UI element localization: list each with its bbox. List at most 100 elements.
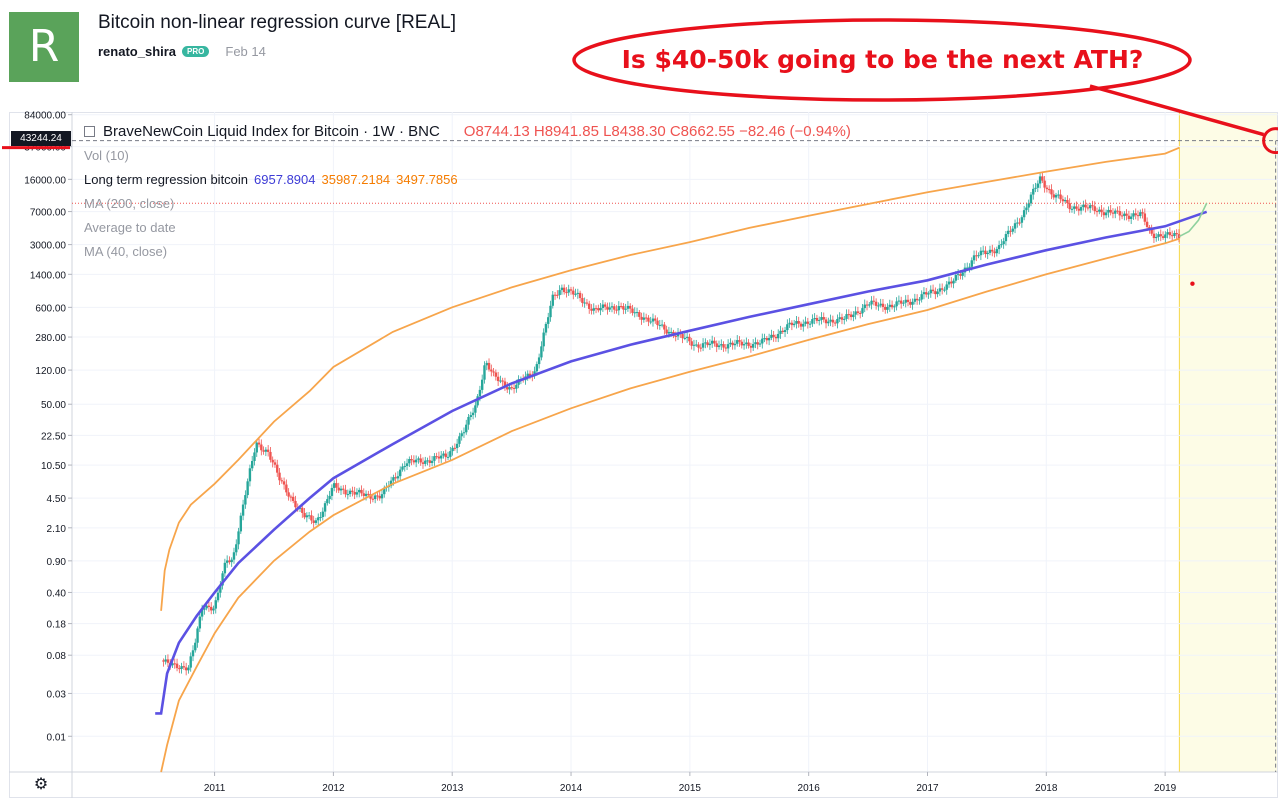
candle-body — [761, 338, 764, 344]
candle-body — [444, 453, 447, 458]
candle-body — [574, 293, 577, 295]
candle-body — [988, 249, 992, 253]
candle-body — [1077, 208, 1080, 211]
idea-title: Bitcoin non-linear regression curve [REA… — [98, 12, 457, 33]
candle-body — [936, 291, 939, 295]
candle-body — [1047, 189, 1051, 191]
x-tick-label: 2011 — [204, 783, 226, 794]
legend-regression[interactable]: Long term regression bitcoin 6957.8904 359… — [84, 171, 851, 195]
candle-body — [765, 338, 769, 341]
x-tick-label: 2017 — [916, 783, 939, 794]
candle-body — [970, 260, 973, 267]
candle-body — [437, 456, 441, 459]
candle-body — [330, 487, 334, 496]
legend-average[interactable]: Average to date — [84, 220, 176, 235]
regression-value-1: 6957.8904 — [254, 172, 316, 187]
candle-body — [772, 334, 775, 337]
callout-ellipse — [572, 18, 1192, 102]
candle-body — [401, 466, 404, 470]
candle-body — [362, 493, 365, 496]
candle-body — [899, 300, 903, 304]
candle-body — [870, 300, 873, 305]
candle-body — [922, 292, 926, 295]
candle-body — [1141, 212, 1144, 214]
candle-body — [651, 318, 655, 322]
candle-body — [453, 447, 457, 449]
candle-body — [1095, 211, 1099, 213]
candle-body — [904, 299, 907, 303]
lower-band-line — [160, 237, 1180, 773]
candle-body — [1084, 204, 1087, 208]
candle-body — [246, 481, 249, 496]
candle-body — [833, 322, 837, 324]
y-tick-label: 0.18 — [47, 620, 67, 631]
ohlc-high: H8941.85 — [533, 123, 599, 140]
candle-body — [223, 562, 227, 574]
author-name[interactable]: renato_shira — [98, 44, 177, 59]
candle-body — [355, 492, 359, 495]
candle-body — [601, 304, 605, 308]
candle-body — [200, 609, 204, 617]
candle-body — [305, 515, 309, 518]
candle-body — [767, 337, 771, 341]
candle-body — [235, 544, 238, 553]
candle-body — [1082, 204, 1085, 208]
candle-body — [273, 462, 277, 465]
candle-body — [786, 324, 789, 331]
candle-body — [966, 267, 969, 269]
candle-body — [383, 487, 386, 495]
symbol-title[interactable]: BraveNewCoin Liquid Index for Bitcoin · … — [103, 123, 440, 140]
candle-body — [1070, 208, 1074, 210]
candle-body — [915, 298, 919, 301]
candle-body — [212, 608, 215, 611]
candle-body — [378, 495, 381, 499]
ohlc-change: −82.46 (−0.94%) — [739, 123, 851, 140]
candle-body — [1038, 176, 1042, 184]
candle-body — [751, 343, 755, 348]
candle-body — [808, 323, 812, 325]
candle-body — [1168, 232, 1172, 236]
candle-body — [442, 453, 445, 456]
y-tick-label: 2.10 — [47, 524, 67, 535]
legend-ma200[interactable]: MA (200, close) — [84, 196, 175, 211]
candle-body — [856, 311, 860, 313]
candle-body — [890, 304, 894, 308]
candle-body — [658, 324, 662, 326]
candle-body — [906, 299, 910, 302]
candle-body — [934, 291, 937, 295]
candle-body — [1088, 205, 1092, 209]
candle-body — [1066, 199, 1069, 204]
candle-body — [419, 458, 422, 463]
candle-body — [840, 317, 844, 320]
candle-body — [690, 341, 693, 346]
candle-body — [613, 306, 616, 310]
x-tick-label: 2016 — [798, 783, 821, 794]
candle-body — [758, 343, 762, 345]
candle-body — [886, 306, 889, 310]
candle-body — [824, 319, 828, 324]
candle-body — [198, 616, 202, 629]
candle-body — [795, 321, 798, 324]
y-tick-label: 280.00 — [35, 333, 66, 344]
candle-body — [1059, 194, 1062, 200]
x-tick-label: 2018 — [1035, 783, 1058, 794]
candle-body — [569, 289, 573, 291]
candle-body — [508, 387, 511, 390]
candle-body — [622, 306, 625, 310]
legend-ma40[interactable]: MA (40, close) — [84, 244, 168, 259]
candle-body — [1123, 213, 1126, 217]
candle-body — [972, 255, 976, 261]
gear-icon[interactable]: ⚙ — [33, 776, 49, 793]
candle-body — [681, 334, 684, 339]
candle-body — [1102, 212, 1106, 216]
candle-body — [426, 460, 429, 462]
collapse-legend-icon[interactable] — [84, 126, 95, 138]
candle-body — [843, 318, 846, 320]
author-avatar[interactable]: R — [9, 12, 79, 82]
candle-body — [510, 387, 513, 389]
candle-body — [462, 432, 466, 434]
ohlc-open: O8744.13 — [463, 123, 530, 140]
legend-vol[interactable]: Vol (10) — [84, 148, 129, 163]
candle-body — [503, 381, 507, 388]
